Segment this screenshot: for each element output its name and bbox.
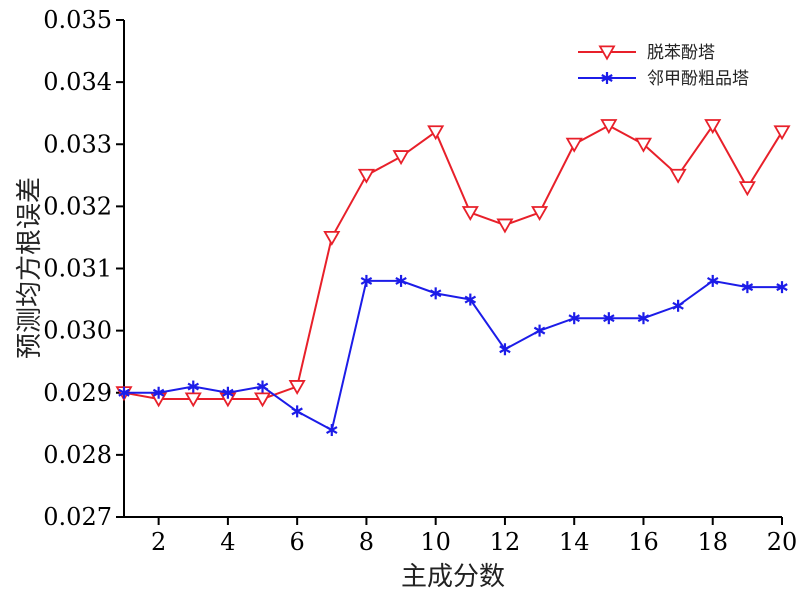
y-tick-label: 0.031 — [43, 255, 112, 283]
x-tick-label: 14 — [559, 528, 590, 556]
x-tick-label: 4 — [220, 528, 235, 556]
axes — [123, 20, 782, 518]
series-layer — [115, 119, 791, 437]
data-point — [669, 168, 687, 184]
data-point — [531, 206, 549, 222]
data-point — [323, 230, 341, 246]
data-point — [118, 386, 130, 399]
legend-label-series-1: 脱苯酚塔 — [647, 43, 715, 63]
data-point — [392, 150, 410, 166]
legend-label-series-2: 邻甲酚粗品塔 — [647, 69, 749, 89]
y-tick-label: 0.032 — [43, 192, 112, 220]
series-2-line — [124, 279, 782, 432]
data-point — [464, 293, 477, 306]
data-point — [152, 386, 165, 399]
data-point — [533, 324, 546, 337]
y-ticks: 0.027 0.028 0.029 0.030 0.031 0.032 0.033 0.034… — [43, 6, 124, 531]
series-1-line — [123, 123, 783, 400]
data-point — [499, 343, 511, 356]
y-tick-label: 0.027 — [43, 503, 112, 531]
x-tick-label: 6 — [290, 528, 305, 556]
data-point — [600, 119, 618, 135]
legend-marker-series-2 — [601, 72, 613, 84]
x-ticks: 2 4 6 8 10 12 14 16 18 20 — [151, 517, 797, 556]
data-point — [291, 405, 303, 418]
legend-marker-icon — [598, 45, 616, 61]
y-tick-label: 0.028 — [43, 441, 112, 469]
data-point — [357, 168, 375, 184]
data-point — [637, 312, 650, 325]
data-point — [427, 125, 445, 141]
data-point — [288, 380, 306, 396]
legend-marker-icon — [601, 72, 613, 84]
data-point — [738, 181, 756, 197]
data-point — [496, 218, 514, 234]
data-point — [395, 274, 407, 287]
data-point — [704, 119, 722, 135]
data-point — [256, 380, 269, 393]
x-tick-label: 12 — [490, 528, 521, 556]
data-point — [184, 392, 202, 408]
legend: 脱苯酚塔 邻甲酚粗品塔 — [578, 43, 749, 89]
x-tick-label: 20 — [767, 528, 798, 556]
data-point — [187, 380, 200, 393]
legend-marker-series-1 — [598, 45, 616, 61]
data-point — [741, 281, 754, 294]
data-point — [253, 392, 272, 408]
series-1 — [115, 119, 791, 408]
data-point — [222, 386, 234, 399]
data-point — [706, 274, 719, 287]
data-point — [326, 424, 338, 437]
x-tick-label: 2 — [151, 528, 166, 556]
y-tick-label: 0.029 — [43, 379, 112, 407]
data-point — [461, 206, 479, 222]
data-point — [360, 274, 373, 287]
y-tick-label: 0.035 — [43, 6, 112, 34]
series-2 — [118, 274, 788, 437]
data-point — [773, 125, 791, 141]
data-point — [429, 287, 442, 300]
x-tick-label: 10 — [420, 528, 451, 556]
x-tick-label: 18 — [697, 528, 728, 556]
x-tick-label: 8 — [359, 528, 374, 556]
data-point — [634, 137, 653, 153]
data-point — [776, 281, 788, 294]
y-tick-label: 0.030 — [43, 317, 112, 345]
data-point — [568, 312, 580, 325]
data-point — [565, 137, 583, 153]
data-point — [603, 312, 615, 325]
data-point — [672, 299, 684, 312]
x-axis-title: 主成分数 — [401, 562, 505, 592]
y-tick-label: 0.033 — [43, 130, 112, 158]
y-tick-label: 0.034 — [43, 68, 112, 96]
x-tick-label: 16 — [628, 528, 659, 556]
y-axis-title: 预测均方根误差 — [15, 177, 45, 359]
